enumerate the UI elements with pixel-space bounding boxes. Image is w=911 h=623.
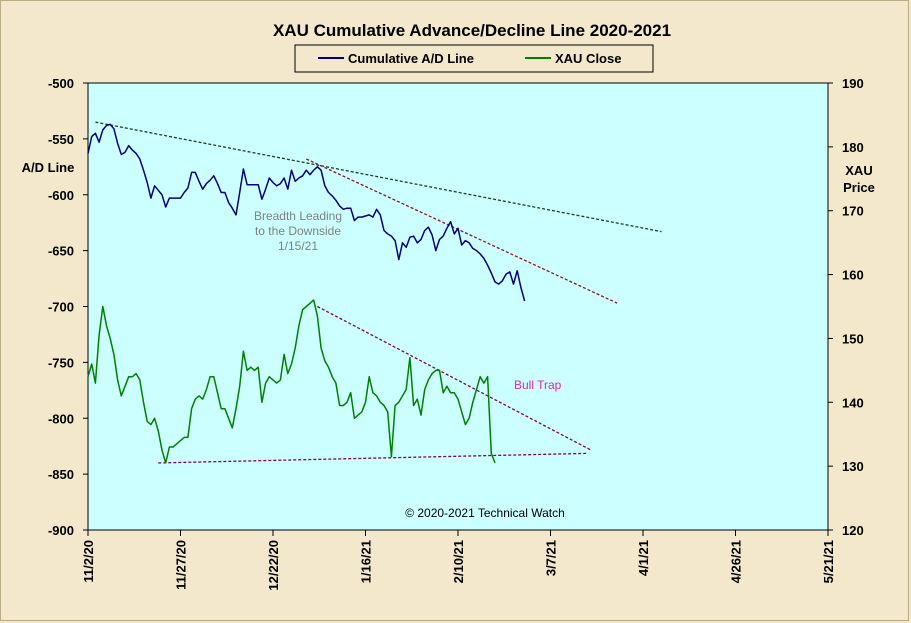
x-tick-label: 12/22/20	[266, 540, 281, 591]
x-axis-ticks: 11/2/20 11/27/20 12/22/20 1/16/21 2/10/21 3/7…	[81, 530, 836, 591]
series-lines	[87, 123, 526, 464]
right-tick-label: 120	[842, 523, 864, 538]
trendline	[317, 305, 592, 451]
series-line-ad	[87, 123, 526, 302]
left-axis-ticks: -500 -550 -600 -650 -700 -750 -800 -850 -900	[48, 76, 88, 538]
left-tick-label: -600	[48, 188, 74, 203]
x-tick-label: 4/1/21	[636, 540, 651, 576]
x-tick-label: 3/7/21	[544, 540, 559, 576]
right-tick-label: 170	[842, 204, 864, 219]
series-line-xau	[87, 299, 496, 464]
annotation-breadth-line1: Breadth Leading	[254, 209, 342, 223]
right-tick-label: 180	[842, 140, 864, 155]
left-tick-label: -700	[48, 300, 74, 315]
right-tick-label: 190	[842, 76, 864, 91]
left-tick-label: -750	[48, 355, 74, 370]
x-tick-label: 11/27/20	[174, 540, 189, 590]
copyright-text: © 2020-2021 Technical Watch	[405, 506, 565, 520]
x-tick-label: 11/2/20	[81, 540, 96, 583]
right-axis-ticks: 190 180 170 160 150 140 130 120	[828, 76, 864, 538]
trendline	[95, 121, 662, 233]
plot-area	[87, 82, 829, 531]
right-tick-label: 160	[842, 268, 864, 283]
left-tick-label: -900	[48, 523, 74, 538]
left-tick-label: -500	[48, 76, 74, 91]
right-tick-label: 140	[842, 395, 864, 410]
legend-box	[294, 44, 654, 73]
x-tick-label: 4/26/21	[729, 540, 744, 583]
annotation-bull-trap: Bull Trap	[514, 378, 562, 392]
annotation-breadth-line3: 1/15/21	[278, 239, 318, 253]
annotation-breadth-line2: to the Downside	[255, 224, 341, 238]
legend-label-xau-close: XAU Close	[555, 51, 621, 66]
right-axis-label-line2: Price	[843, 180, 875, 195]
legend: Cumulative A/D Line XAU Close	[294, 44, 654, 73]
x-tick-label: 5/21/21	[821, 540, 836, 583]
right-tick-label: 130	[842, 459, 864, 474]
right-axis-label-line1: XAU	[845, 163, 872, 178]
left-tick-label: -800	[48, 411, 74, 426]
right-tick-label: 150	[842, 331, 864, 346]
left-axis-label: A/D Line	[22, 160, 75, 175]
chart-title: XAU Cumulative Advance/Decline Line 2020…	[273, 21, 671, 40]
trendlines	[95, 121, 662, 464]
x-tick-label: 2/10/21	[451, 540, 466, 583]
legend-label-ad-line: Cumulative A/D Line	[348, 51, 474, 66]
trendline	[158, 452, 588, 464]
annotation-breadth: Breadth Leading to the Downside 1/15/21	[254, 209, 342, 253]
left-tick-label: -650	[48, 244, 74, 259]
left-tick-label: -550	[48, 132, 74, 147]
x-tick-label: 1/16/21	[359, 540, 374, 583]
left-tick-label: -850	[48, 467, 74, 482]
trendline	[306, 158, 618, 304]
